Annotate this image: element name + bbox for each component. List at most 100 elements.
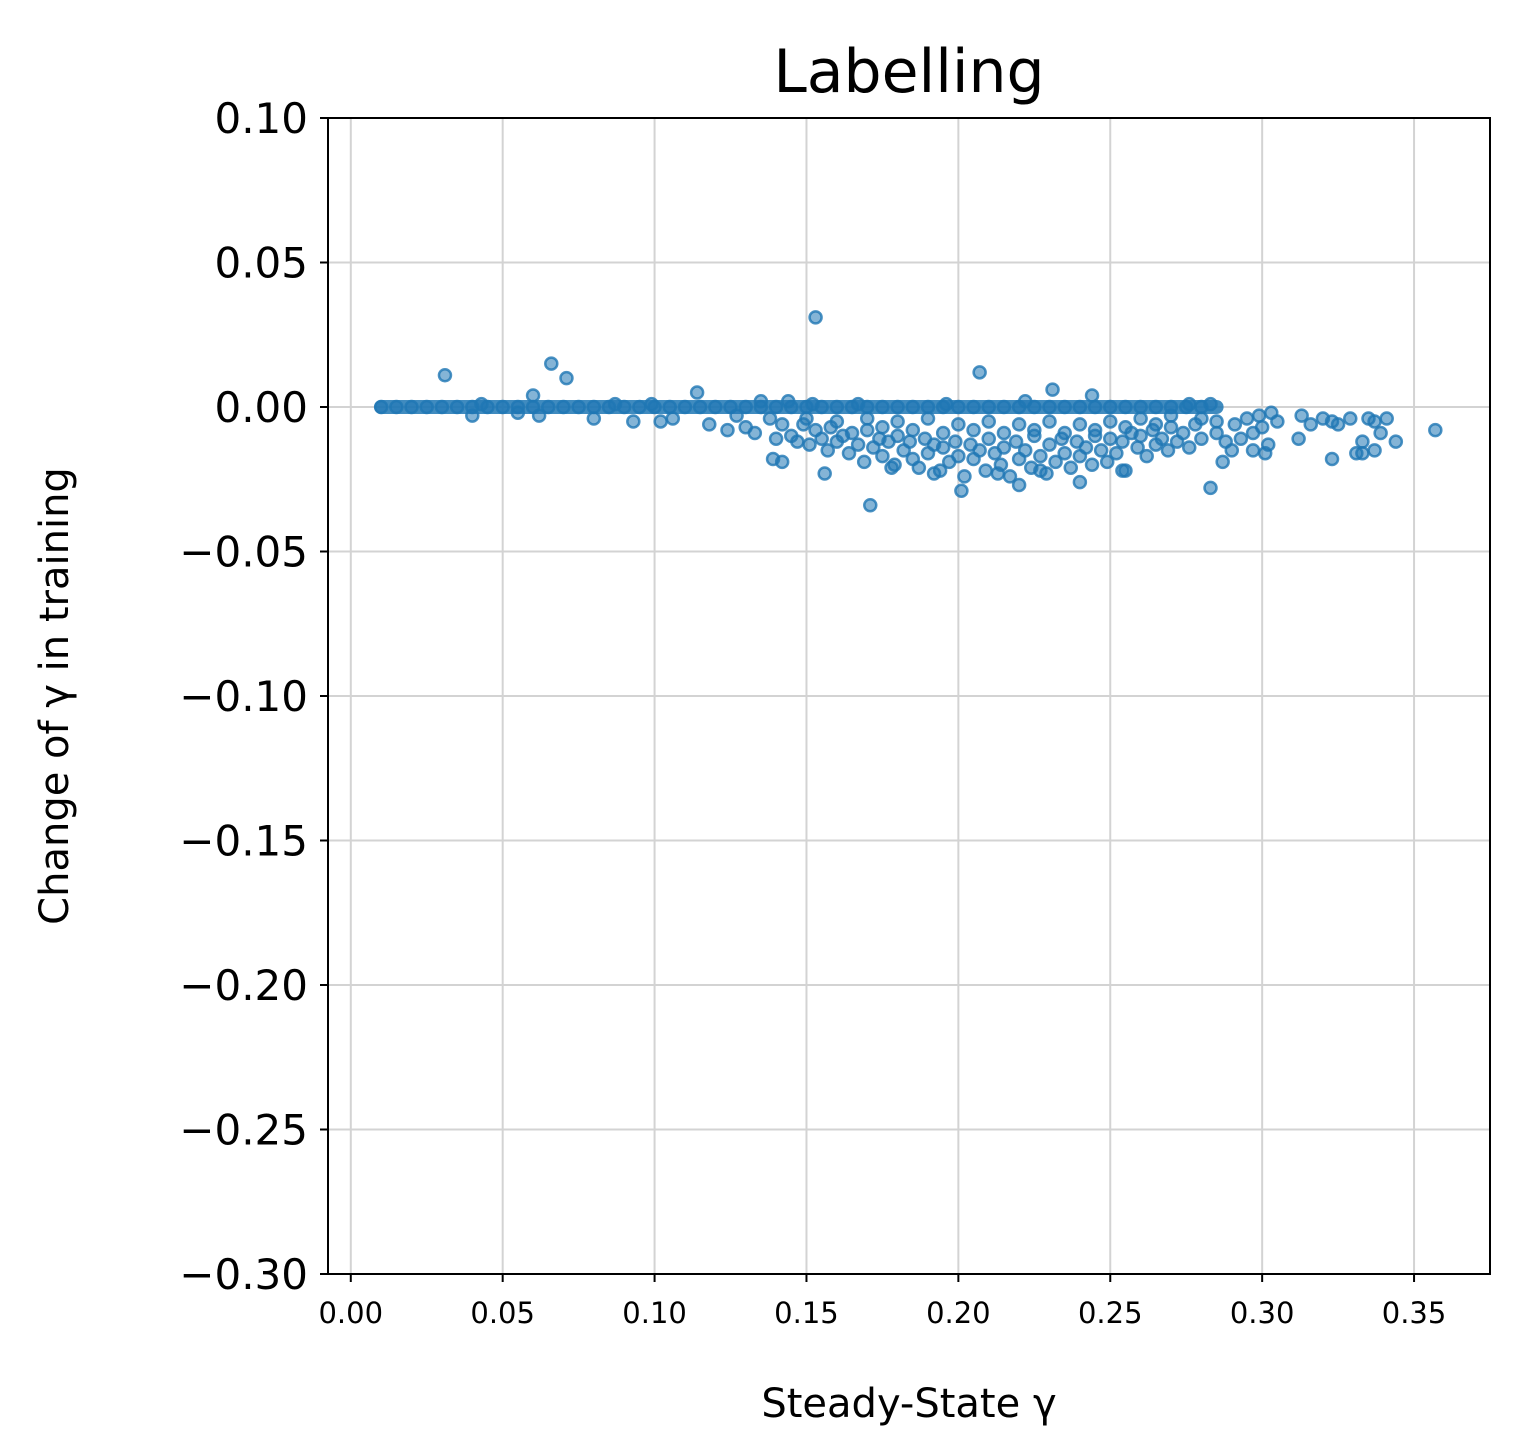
scatter-point <box>1379 411 1394 426</box>
scatter-point <box>1181 440 1197 455</box>
scatter-point <box>677 399 693 415</box>
scatter-point <box>1063 460 1079 475</box>
scatter-point <box>1033 448 1048 464</box>
scatter-point <box>966 422 981 438</box>
scatter-point <box>1330 417 1346 432</box>
scatter-point <box>948 434 963 449</box>
scatter-point <box>978 463 993 478</box>
scatter-point <box>373 399 389 415</box>
scatter-point <box>762 411 778 426</box>
scatter-point <box>951 448 966 464</box>
x-axis-label: Steady-State γ <box>761 1381 1056 1427</box>
scatter-point <box>902 434 918 449</box>
scatter-point <box>1303 417 1319 432</box>
scatter-point <box>951 399 966 415</box>
scatter-point <box>389 399 404 415</box>
scatter-point <box>1373 425 1388 441</box>
chart-title: Labelling <box>773 37 1044 107</box>
scatter-point <box>1084 457 1100 473</box>
scatter-point <box>996 399 1012 415</box>
scatter-point <box>859 422 875 438</box>
x-tick-label: 0.00 <box>318 1296 383 1330</box>
scatter-point <box>875 419 890 435</box>
scatter-point <box>1045 382 1060 397</box>
scatter-point <box>1084 388 1100 403</box>
scatter-point <box>768 431 784 447</box>
scatter-point <box>1133 399 1148 415</box>
y-tick-label: −0.05 <box>179 528 308 577</box>
scatter-point <box>981 399 996 415</box>
scatter-point <box>1133 428 1148 444</box>
scatter-point <box>780 393 796 409</box>
scatter-point <box>817 466 832 481</box>
scatter-point <box>972 443 987 458</box>
scatter-point <box>708 399 723 415</box>
scatter-point <box>1233 431 1249 447</box>
y-tick-label: −0.30 <box>179 1250 308 1299</box>
scatter-point <box>1175 425 1191 441</box>
scatter-point <box>1115 463 1130 478</box>
scatter-point <box>1160 443 1176 458</box>
scatter-point <box>1355 434 1370 449</box>
scatter-point <box>820 443 835 458</box>
scatter-point <box>1057 399 1072 415</box>
scatter-point <box>632 399 647 415</box>
scatter-point <box>434 399 450 415</box>
scatter-point <box>607 396 623 412</box>
scatter-point <box>404 399 419 415</box>
x-tick-label: 0.35 <box>1382 1296 1447 1330</box>
scatter-point <box>1042 399 1057 415</box>
scatter-point <box>1194 431 1209 447</box>
scatter-point <box>863 498 878 513</box>
scatter-point <box>1103 399 1118 415</box>
scatter-point <box>1251 408 1267 423</box>
scatter-point <box>1367 414 1382 429</box>
x-tick-label: 0.20 <box>926 1296 991 1330</box>
scatter-point <box>1388 434 1404 449</box>
scatter-point <box>586 399 602 415</box>
scatter-point <box>571 399 586 415</box>
scatter-point <box>1355 445 1370 461</box>
scatter-point <box>1218 434 1233 449</box>
scatter-point <box>1008 434 1024 449</box>
x-axis-ticks: 0.00 0.05 0.10 0.15 0.20 0.25 0.30 0.35 <box>318 1274 1446 1330</box>
scatter-point <box>935 425 951 441</box>
scatter-point <box>981 414 996 429</box>
scatter-point <box>1294 408 1309 423</box>
scatter-point <box>990 466 1006 481</box>
scatter-point <box>911 460 927 475</box>
scatter-point <box>1194 411 1209 426</box>
scatter-point <box>859 411 875 426</box>
scatter-point <box>875 399 890 415</box>
y-tick-label: 0.00 <box>214 383 308 432</box>
scatter-point <box>702 417 717 432</box>
x-tick-label: 0.30 <box>1230 1296 1295 1330</box>
scatter-point <box>850 437 866 452</box>
scatter-point <box>419 399 434 415</box>
y-tick-label: −0.20 <box>179 961 308 1010</box>
scatter-point <box>1087 422 1103 438</box>
scatter-point <box>966 399 981 415</box>
scatter-point <box>829 399 845 415</box>
scatter-point <box>1011 477 1027 493</box>
scatter-point <box>556 399 571 415</box>
scatter-point <box>474 396 489 412</box>
scatter-point <box>905 399 921 415</box>
scatter-point <box>1133 411 1148 426</box>
scatter-point <box>465 408 480 423</box>
scatter-point <box>972 365 987 380</box>
x-tick-label: 0.10 <box>622 1296 687 1330</box>
scatter-point <box>689 385 705 400</box>
scatter-point <box>938 396 954 412</box>
scatter-point <box>1011 417 1027 432</box>
scatter-point <box>884 460 899 475</box>
scatter-point <box>890 428 905 444</box>
scatter-point <box>1203 396 1218 412</box>
scatter-point <box>644 396 659 412</box>
scatter-point <box>1093 443 1109 458</box>
scatter-point <box>720 422 735 438</box>
scatter-point <box>799 411 814 426</box>
scatter-point <box>665 411 681 426</box>
scatter-point <box>1078 440 1094 455</box>
scatter-point <box>753 393 769 409</box>
